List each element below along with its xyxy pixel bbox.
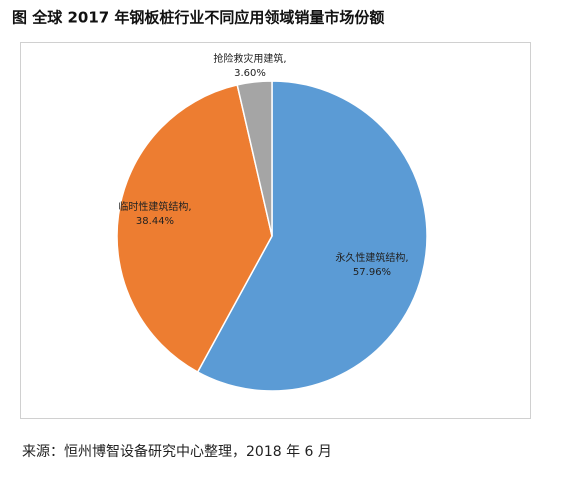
- slice-category-label: 抢险救灾用建筑,: [213, 52, 286, 65]
- slice-value-label: 3.60%: [234, 68, 266, 79]
- slice-category-label: 临时性建筑结构,: [118, 200, 191, 213]
- source-note: 来源：恒州博智设备研究中心整理，2018 年 6 月: [22, 443, 332, 460]
- pie-slice: [236, 80, 273, 237]
- slice-category-label: 永久性建筑结构,: [335, 251, 408, 264]
- chart-title: 图 全球 2017 年钢板桩行业不同应用领域销量市场份额: [12, 9, 384, 27]
- slice-value-label: 57.96%: [353, 267, 391, 278]
- slice-value-label: 38.44%: [136, 216, 174, 227]
- pie-slice: [196, 80, 428, 392]
- chart-frame: [20, 42, 531, 419]
- pie-slice: [116, 84, 273, 374]
